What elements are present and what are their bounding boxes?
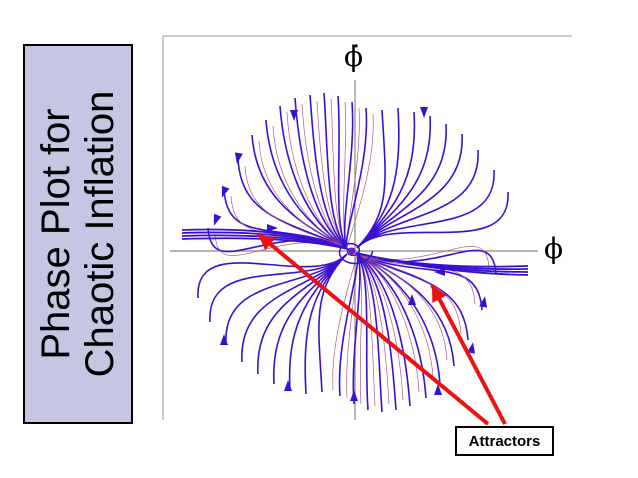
pointer-right-attractor-arrowhead-icon: [432, 285, 447, 303]
direction-arrow-icon: [350, 390, 358, 401]
trajectory-upper-right-6: [356, 149, 479, 249]
trajectory-upper-7: [309, 94, 347, 248]
title-box: Phase Plot for Chaotic Inflation: [23, 44, 133, 424]
trajectory-upper-9: [337, 95, 347, 248]
direction-arrow-icon: [434, 268, 445, 276]
attractor-pointers: [256, 232, 507, 426]
trajectory-upper-right-8: [356, 191, 509, 249]
direction-arrow-icon: [420, 107, 428, 118]
thin-trajectory-lower-3: [356, 253, 448, 361]
trajectory-lower-8: [357, 254, 383, 413]
x-axis-label: ϕ: [544, 232, 564, 265]
thin-trajectory-upper-6: [301, 103, 348, 249]
direction-arrow-icon: [284, 380, 292, 391]
direction-arrow-icon: [467, 342, 476, 354]
trajectory-lower-10: [352, 254, 361, 405]
direction-arrow-icon: [220, 334, 228, 345]
trajectory-upper-4: [265, 119, 347, 248]
trajectory-upper-11: [345, 107, 368, 248]
trajectory-upper-8: [323, 92, 347, 248]
direction-arrow-icon: [267, 224, 278, 232]
thin-trajectory-upper-5: [286, 111, 348, 249]
thin-trajectory-upper-2: [244, 165, 348, 249]
y-axis-label: ϕ̇: [344, 40, 364, 73]
attractors-callout: Attractors: [455, 426, 554, 456]
attractor-right-3: [355, 252, 529, 276]
direction-arrow-icon: [290, 110, 298, 121]
trajectory-lower-left-8: [197, 253, 348, 299]
trajectory-upper-3: [251, 134, 347, 248]
pointer-left-attractor-arrowhead-icon: [258, 234, 276, 251]
trajectory-lower-4: [357, 254, 441, 385]
direction-arrow-icon: [221, 185, 230, 198]
thin-trajectory-lower-4: [356, 253, 434, 379]
pointer-right-attractor-line: [430, 284, 507, 425]
pointer-left-attractor-line: [256, 232, 490, 426]
trajectory-lower-7: [357, 254, 397, 411]
direction-markers: [213, 107, 488, 401]
thin-trajectory-lower-2: [356, 253, 462, 335]
origin-point: [348, 247, 356, 255]
direction-arrow-icon: [408, 294, 416, 305]
trajectory-lower-6: [357, 254, 411, 407]
trajectory-lower-left-5: [241, 253, 348, 363]
thin-trajectory-upper-11: [346, 113, 374, 249]
trajectory-lower-1: [357, 254, 483, 311]
trajectory-upper-1: [223, 189, 347, 248]
thin-trajectory-lower-6: [356, 253, 404, 401]
trajectory-lower-11: [338, 254, 359, 397]
trajectory-upper-right-7: [356, 169, 495, 249]
trajectory-lower-left-6: [225, 253, 348, 345]
direction-arrow-icon: [213, 213, 222, 226]
direction-arrow-icon: [434, 384, 442, 395]
thin-trajectory-upper-3: [258, 140, 348, 249]
direction-arrow-icon: [479, 296, 488, 308]
thin-trajectory-upper-4: [272, 125, 348, 249]
trajectory-lower-left-7: [209, 253, 348, 323]
trajectory-lower-3: [357, 254, 455, 367]
trajectory-upper-right-4: [356, 123, 447, 249]
trajectory-upper-10: [343, 101, 354, 248]
direction-arrow-icon: [234, 152, 243, 164]
trajectory-upper-6: [294, 97, 347, 248]
thin-trajectory-lower-5: [356, 253, 420, 393]
trajectory-lower-0: [357, 249, 497, 275]
trajectories: [181, 92, 529, 413]
